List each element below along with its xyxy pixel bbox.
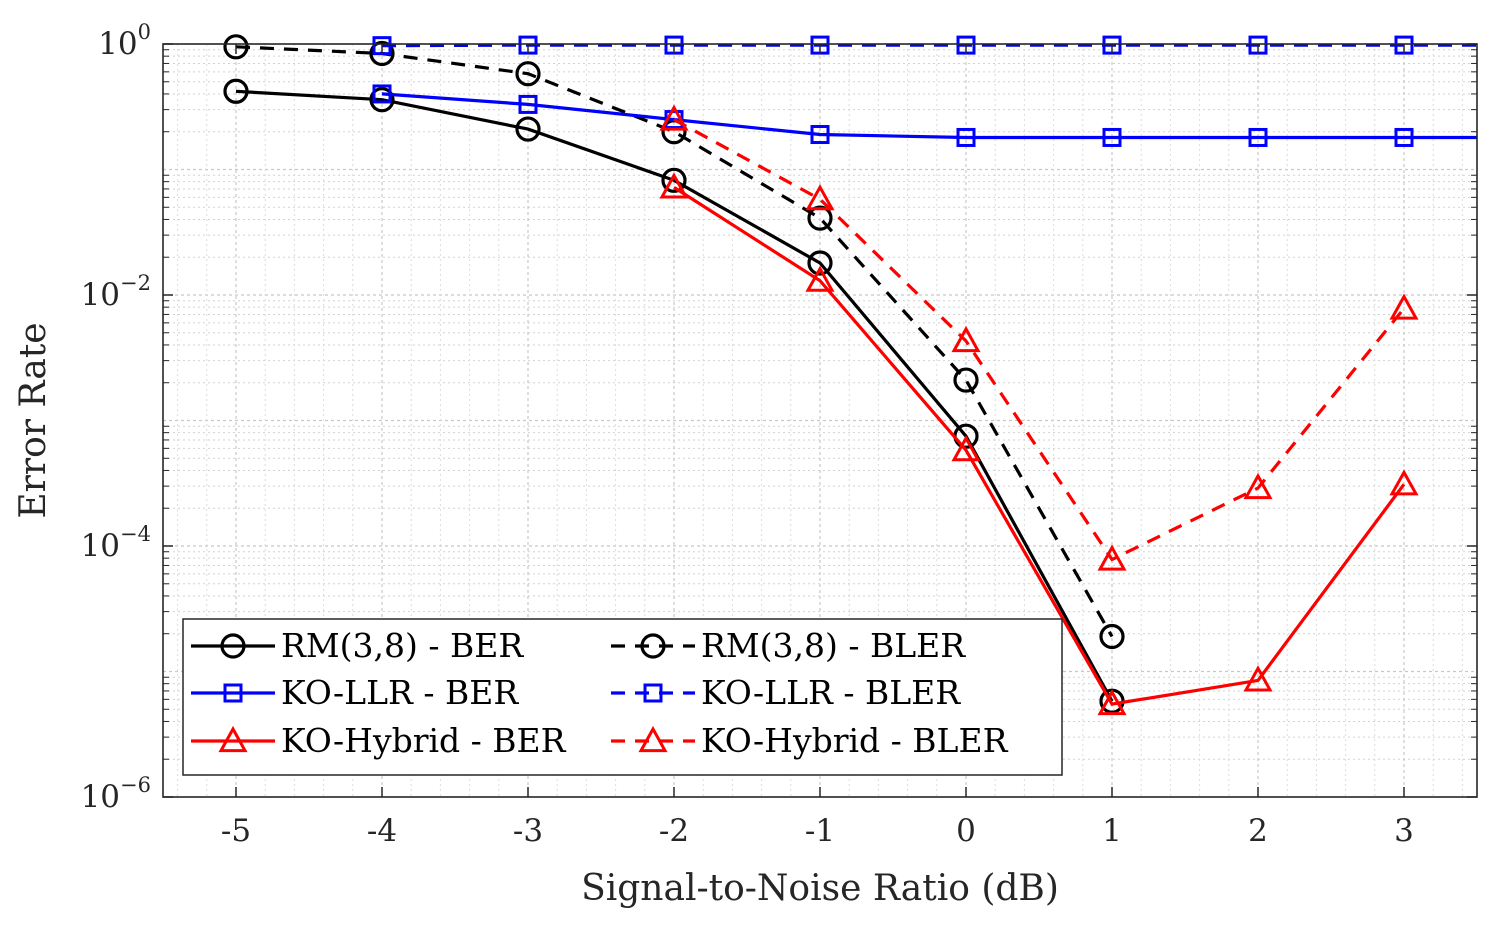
legend-marker bbox=[643, 683, 663, 703]
data-point bbox=[515, 116, 541, 142]
x-tick-label: 0 bbox=[956, 813, 976, 849]
legend-entry: KO-Hybrid - BLER bbox=[611, 721, 1009, 760]
data-point bbox=[515, 61, 541, 87]
data-point bbox=[951, 325, 981, 353]
data-point bbox=[807, 250, 833, 276]
y-axis-label: Error Rate bbox=[13, 322, 54, 518]
legend-entry: KO-LLR - BER bbox=[191, 673, 519, 712]
legend-label: RM(3,8) - BLER bbox=[701, 626, 966, 665]
series-line bbox=[381, 92, 1477, 140]
x-tick-label: -1 bbox=[805, 813, 835, 849]
legend-label: RM(3,8) - BER bbox=[281, 626, 524, 665]
data-point bbox=[1097, 688, 1127, 716]
x-tick-label: -2 bbox=[659, 813, 689, 849]
data-point bbox=[518, 94, 538, 114]
series-line bbox=[673, 186, 1406, 706]
data-point bbox=[659, 172, 689, 199]
data-point bbox=[659, 104, 689, 131]
data-point bbox=[1389, 469, 1419, 496]
legend-marker bbox=[638, 725, 668, 753]
x-tick-label: 2 bbox=[1248, 813, 1268, 849]
legend-entry: KO-LLR - BLER bbox=[611, 673, 961, 712]
legend-marker bbox=[640, 633, 666, 659]
data-point bbox=[372, 84, 392, 104]
data-point bbox=[1389, 293, 1419, 320]
data-point bbox=[1097, 544, 1127, 571]
data-point bbox=[1102, 127, 1122, 147]
series-4 bbox=[659, 172, 1419, 716]
legend-marker bbox=[223, 683, 243, 703]
x-tick-label: -5 bbox=[221, 813, 251, 849]
y-tick-label: 10−6 bbox=[81, 773, 151, 815]
data-point bbox=[951, 435, 981, 462]
data-point bbox=[1243, 472, 1273, 500]
data-point bbox=[1394, 127, 1414, 147]
legend-marker bbox=[218, 725, 248, 753]
y-tick-label: 10−2 bbox=[81, 271, 151, 313]
data-point bbox=[369, 40, 395, 67]
data-point bbox=[810, 125, 830, 145]
x-axis-label: Signal-to-Noise Ratio (dB) bbox=[581, 868, 1059, 909]
data-point bbox=[369, 87, 395, 113]
series-2 bbox=[372, 84, 1477, 147]
x-tick-label: -3 bbox=[513, 813, 543, 849]
legend: RM(3,8) - BER RM(3,8) - BLER KO-LLR - BER K… bbox=[182, 618, 1063, 776]
legend-entry: KO-Hybrid - BER bbox=[191, 721, 567, 760]
data-point bbox=[1243, 665, 1273, 692]
data-point bbox=[956, 127, 976, 147]
legend-entry: RM(3,8) - BLER bbox=[611, 626, 966, 665]
y-tick-label: 10−4 bbox=[81, 522, 151, 564]
data-point bbox=[661, 167, 687, 193]
data-point bbox=[953, 367, 979, 393]
legend-label: KO-Hybrid - BER bbox=[281, 721, 567, 760]
legend-entry: RM(3,8) - BER bbox=[191, 626, 524, 665]
legend-label: KO-Hybrid - BLER bbox=[701, 721, 1009, 760]
data-point bbox=[805, 265, 835, 292]
y-tick-label: 100 bbox=[98, 20, 151, 62]
legend-label: KO-LLR - BER bbox=[281, 673, 519, 712]
data-point bbox=[223, 78, 249, 104]
data-point bbox=[807, 205, 833, 231]
x-tick-label: -4 bbox=[367, 813, 397, 849]
legend-label: KO-LLR - BLER bbox=[701, 673, 961, 712]
x-tick-label: 3 bbox=[1394, 813, 1414, 849]
data-point bbox=[1099, 623, 1125, 650]
data-point bbox=[1248, 127, 1268, 147]
x-tick-label: 1 bbox=[1102, 813, 1122, 849]
series-5 bbox=[659, 104, 1419, 571]
legend-marker bbox=[220, 633, 246, 659]
data-point bbox=[223, 34, 249, 60]
data-point bbox=[805, 184, 835, 211]
ticks: -5 -4 -3 -2 -1 0 1 2 3 100 10−2 10−4 10−6 bbox=[81, 20, 1477, 849]
